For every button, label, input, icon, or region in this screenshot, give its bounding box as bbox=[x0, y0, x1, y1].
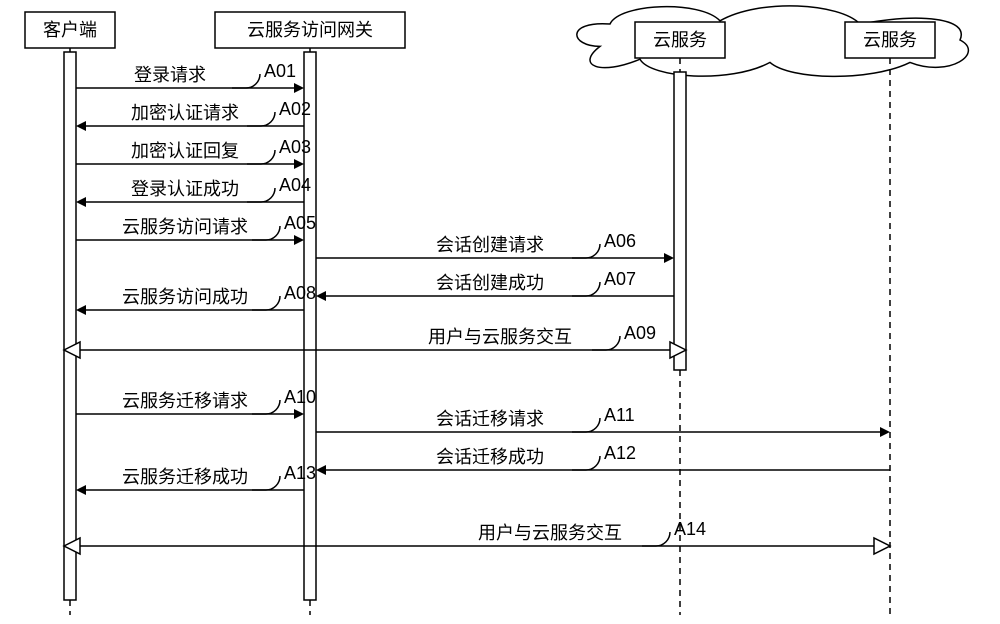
msg-label-A04: 登录认证成功 bbox=[131, 179, 239, 199]
activation-svc1 bbox=[674, 72, 686, 370]
msg-label-A02: 加密认证请求 bbox=[131, 103, 239, 123]
activation-gateway bbox=[304, 52, 316, 600]
tag-A10: A10 bbox=[284, 387, 316, 407]
tag-A03: A03 bbox=[279, 137, 311, 157]
tag-A02: A02 bbox=[279, 99, 311, 119]
tag-A08: A08 bbox=[284, 283, 316, 303]
participant-label-client: 客户端 bbox=[43, 20, 97, 40]
tag-A01: A01 bbox=[264, 61, 296, 81]
msg-label-A11: 会话迁移请求 bbox=[436, 409, 544, 429]
activation-client bbox=[64, 52, 76, 600]
tag-A09: A09 bbox=[624, 323, 656, 343]
msg-label-A10: 云服务迁移请求 bbox=[122, 391, 248, 411]
msg-label-A13: 云服务迁移成功 bbox=[122, 467, 248, 487]
msg-label-A14: 用户与云服务交互 bbox=[478, 523, 622, 543]
msg-label-A09: 用户与云服务交互 bbox=[428, 327, 572, 347]
tag-A06: A06 bbox=[604, 231, 636, 251]
tag-A07: A07 bbox=[604, 269, 636, 289]
msg-label-A05: 云服务访问请求 bbox=[122, 217, 248, 237]
msg-label-A08: 云服务访问成功 bbox=[122, 287, 248, 307]
msg-label-A03: 加密认证回复 bbox=[131, 141, 239, 161]
tag-A05: A05 bbox=[284, 213, 316, 233]
participant-label-gateway: 云服务访问网关 bbox=[247, 20, 373, 40]
tag-A14: A14 bbox=[674, 519, 706, 539]
participant-label-svc1: 云服务 bbox=[653, 30, 707, 50]
tag-A11: A11 bbox=[604, 405, 635, 425]
msg-label-A06: 会话创建请求 bbox=[436, 235, 544, 255]
msg-label-A01: 登录请求 bbox=[134, 65, 206, 85]
msg-label-A07: 会话创建成功 bbox=[436, 273, 544, 293]
tag-A04: A04 bbox=[279, 175, 311, 195]
msg-label-A12: 会话迁移成功 bbox=[436, 447, 544, 467]
tag-A13: A13 bbox=[284, 463, 316, 483]
tag-A12: A12 bbox=[604, 443, 636, 463]
participant-label-svc2: 云服务 bbox=[863, 30, 917, 50]
sequence-diagram: 客户端 云服务访问网关云服务 云服务登录请求 A01 加密认证请求 A02 加密认证回复 A0… bbox=[0, 0, 1000, 624]
